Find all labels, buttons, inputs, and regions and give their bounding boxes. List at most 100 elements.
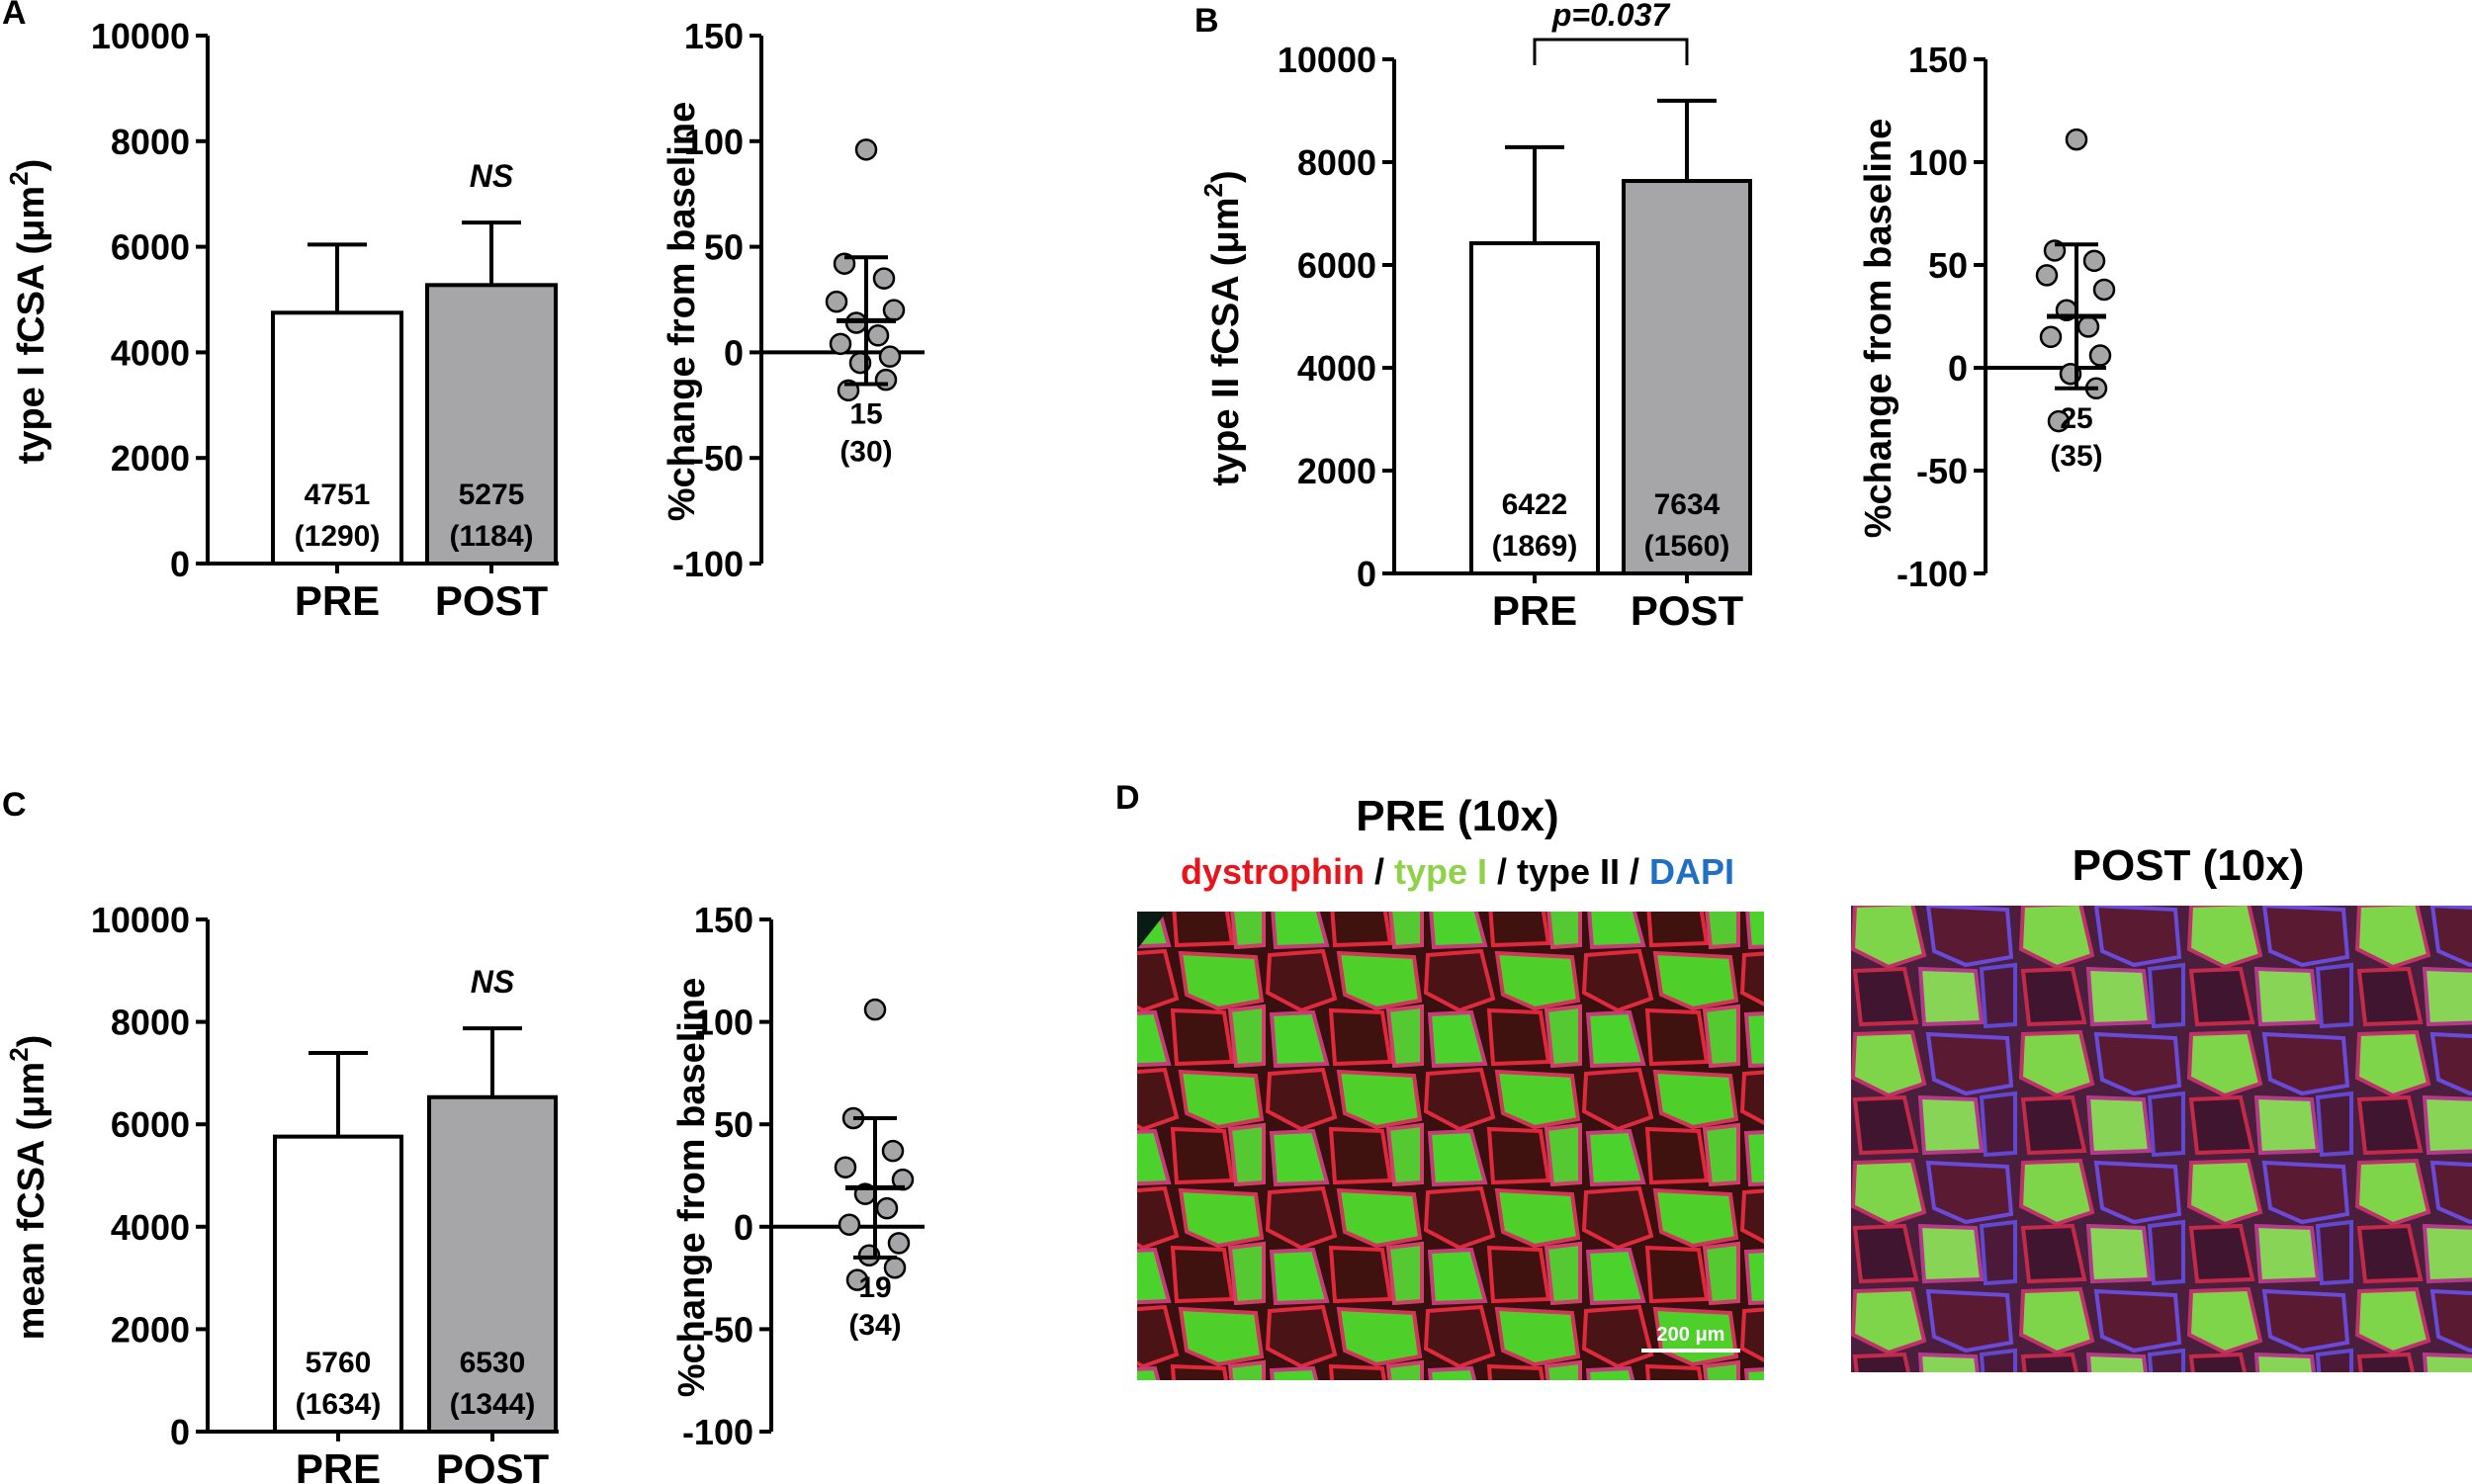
- legend-part-2: type I: [1394, 851, 1487, 892]
- bar-value-label: 6530: [460, 1347, 526, 1379]
- y-tick-label: 100: [684, 122, 744, 162]
- bar-pre: [271, 310, 403, 566]
- data-point: [2039, 325, 2063, 349]
- pre-background-corner: [1137, 912, 1167, 949]
- y-tick-label: 6000: [111, 1104, 190, 1145]
- data-point: [2092, 278, 2116, 302]
- y-axis-title-end: ): [1205, 170, 1247, 183]
- y-tick-label: 150: [684, 16, 744, 56]
- bar-sd-label: (1634): [296, 1388, 382, 1421]
- bar-post: [427, 1094, 558, 1434]
- chart-b-bar: 0 2000 4000 6000 8000 10000 type II fCSA (μm2)…: [1198, 0, 1752, 634]
- bar-post: [1622, 179, 1752, 575]
- bar-value-label: 4751: [305, 479, 371, 511]
- y-tick-label: 8000: [111, 122, 190, 162]
- sd-label: (30): [839, 435, 892, 468]
- y-axis-title: mean fCSA (μm2): [4, 1035, 52, 1341]
- panel-label-c: C: [2, 786, 27, 824]
- mean-label: 25: [2060, 402, 2092, 435]
- legend-part-3: / type II /: [1487, 851, 1649, 892]
- y-tick-label: 50: [704, 227, 744, 268]
- data-point: [838, 1213, 861, 1236]
- panel-label-d: D: [1115, 779, 1140, 817]
- y-tick-label: 2000: [1297, 451, 1376, 491]
- x-category-label: PRE: [295, 577, 380, 624]
- data-point: [874, 368, 898, 392]
- x-category-label: POST: [1631, 587, 1744, 634]
- x-category-label: POST: [436, 1445, 550, 1484]
- bar-sd-label: (1560): [1644, 530, 1730, 563]
- y-tick-label: 0: [1948, 348, 1968, 389]
- panel-label-b: B: [1194, 2, 1219, 40]
- y-tick-label: 100: [1908, 142, 1968, 183]
- data-point: [845, 1268, 869, 1291]
- y-axis-title-main: type II fCSA (μm: [1205, 198, 1247, 486]
- y-axis-title: type II fCSA (μm2): [1198, 170, 1247, 485]
- y-tick-label: -100: [1897, 554, 1968, 594]
- mean-label: 15: [849, 397, 882, 430]
- significance-annotation: NS: [471, 964, 515, 1000]
- y-axis-title-end: ): [11, 1035, 52, 1048]
- y-axis-title: type I fCSA (μm2): [4, 159, 52, 465]
- y-tick-label: 0: [170, 1412, 190, 1452]
- data-point: [2082, 249, 2106, 273]
- y-tick-label: -50: [1916, 451, 1968, 491]
- bar-value-label: 5275: [459, 479, 525, 511]
- bar-sd-label: (1344): [450, 1388, 536, 1421]
- y-axis-title-sup: 2: [1198, 183, 1228, 197]
- y-tick-label: 10000: [1278, 40, 1376, 80]
- y-tick-label: 4000: [111, 332, 190, 373]
- pre-micrograph-image: [1137, 912, 1764, 1380]
- y-tick-label: 6000: [1297, 245, 1376, 286]
- significance-annotation: NS: [470, 158, 514, 194]
- y-tick-label: 6000: [111, 227, 190, 268]
- x-category-label: PRE: [1492, 587, 1577, 634]
- y-tick-label: 8000: [1297, 142, 1376, 183]
- y-tick-label: 10000: [91, 16, 190, 56]
- data-point: [825, 290, 848, 313]
- data-point: [829, 332, 852, 356]
- data-point: [834, 1156, 857, 1178]
- data-point: [881, 1139, 905, 1163]
- panel-label-a: A: [2, 0, 27, 32]
- y-tick-label: -100: [672, 544, 744, 584]
- y-tick-label: 50: [714, 1104, 753, 1145]
- y-tick-label: 2000: [111, 1309, 190, 1350]
- legend-part-1: /: [1365, 851, 1394, 892]
- bar-sd-label: (1290): [295, 520, 381, 553]
- y-tick-label: 50: [1928, 245, 1968, 286]
- data-point: [875, 1196, 899, 1220]
- sd-label: (34): [848, 1309, 901, 1342]
- significance-annotation: p=0.037: [1551, 0, 1672, 33]
- x-category-label: PRE: [296, 1445, 381, 1484]
- chart-c-dot: -100 -50 0 50 100 150 %change from baseline 19 (…: [671, 900, 925, 1452]
- bar-pre: [273, 1134, 403, 1434]
- y-tick-label: 100: [694, 1003, 753, 1043]
- y-axis-title-end: ): [11, 159, 52, 172]
- y-tick-label: 2000: [111, 438, 190, 479]
- y-tick-label: 8000: [111, 1003, 190, 1043]
- post-micrograph-image: [1851, 906, 2472, 1372]
- data-point: [2047, 409, 2071, 433]
- chart-a-bar: 0 2000 4000 6000 8000 10000 type I fCSA (μm2) 4…: [4, 16, 559, 624]
- mean-label: 19: [858, 1271, 891, 1304]
- y-tick-label: 150: [694, 900, 753, 940]
- chart-b-dot: -100 -50 0 50 100 150%change from baseline 25 (…: [1858, 40, 2116, 594]
- chart-c-bar: 0 2000 4000 6000 8000 10000 mean fCSA (μm2) 576…: [4, 900, 559, 1484]
- y-tick-label: 10000: [91, 900, 190, 940]
- y-axis-title-main: type I fCSA (μm: [11, 186, 52, 465]
- data-point: [854, 138, 878, 161]
- y-axis-title: %change from baseline: [1858, 119, 1899, 538]
- y-tick-label: -100: [682, 1412, 753, 1452]
- data-point: [887, 1232, 911, 1255]
- scale-bar: [1641, 1349, 1740, 1353]
- y-axis-title: %change from baseline: [662, 102, 703, 521]
- y-tick-label: 0: [734, 1207, 753, 1248]
- y-tick-label: -50: [692, 438, 744, 479]
- data-point: [872, 267, 896, 290]
- scale-bar-label: 200 μm: [1657, 1324, 1725, 1346]
- y-tick-label: 0: [724, 332, 744, 373]
- pre-micrograph-title: PRE (10x): [1356, 792, 1558, 840]
- bar-sd-label: (1869): [1492, 530, 1578, 563]
